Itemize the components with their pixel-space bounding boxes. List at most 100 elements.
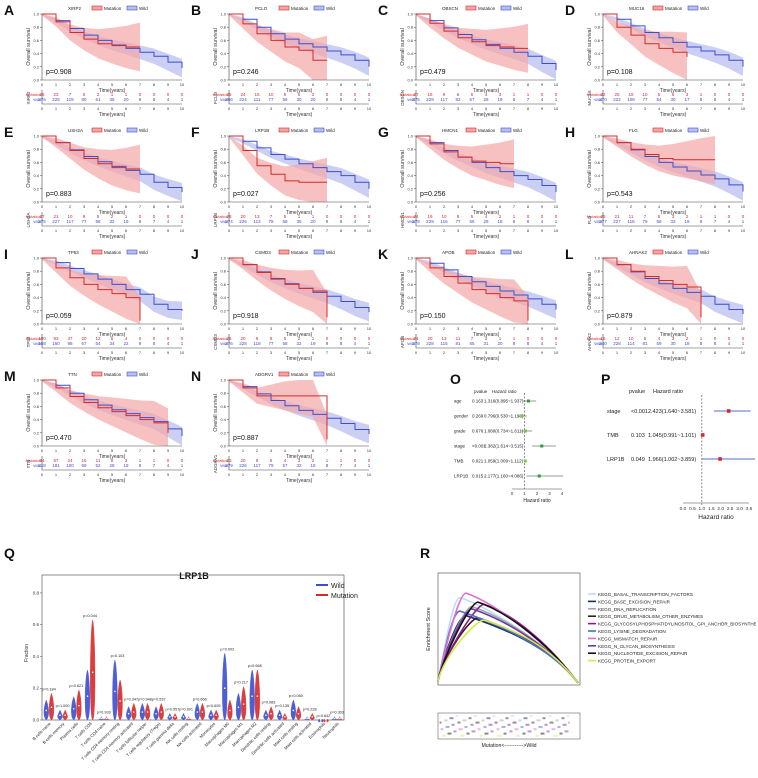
km-risk-x-tick-label: 2 — [443, 106, 446, 111]
violin-pvalue: p=0.002 — [220, 647, 234, 651]
km-risk-wild-count: 52 — [95, 463, 101, 468]
km-legend-wild-swatch — [313, 127, 325, 133]
km-y-tick-label: 0.2 — [220, 186, 226, 191]
km-y-tick-label: 0.6 — [33, 282, 39, 287]
km-x-tick-label: 0 — [602, 326, 605, 331]
km-risk-mut-count: 1 — [153, 458, 156, 463]
panel-label: C — [378, 2, 389, 18]
km-risk-wild-count: 1 — [368, 219, 371, 224]
km-risk-mut-count: 9 — [256, 336, 259, 341]
km-risk-x-tick-label: 6 — [686, 106, 689, 111]
km-risk-x-tick-label: 2 — [443, 350, 446, 355]
km-risk-x-tick-label: 10 — [554, 106, 559, 111]
km-risk-mut-count: 0 — [714, 92, 717, 97]
km-risk-mut-count: 5 — [97, 214, 100, 219]
km-risk-axes — [415, 212, 556, 227]
km-risk-wild-count: 181 — [52, 463, 60, 468]
panel-label: A — [4, 2, 15, 18]
gsea-curve — [437, 601, 579, 684]
km-risk-x-tick-label: 1 — [429, 228, 432, 233]
km-risk-wild-count: 56 — [469, 219, 475, 224]
km-y-tick-label: 0.2 — [33, 430, 39, 435]
km-legend-wild-swatch — [313, 371, 325, 377]
km-x-tick-label: 0 — [41, 82, 44, 87]
km-pvalue: p=0.108 — [607, 69, 633, 76]
km-risk-mut-count: 0 — [728, 336, 731, 341]
violin-wild-median — [196, 711, 199, 713]
km-legend-wild: Wild — [139, 128, 148, 133]
km-risk-x-tick-label: 9 — [541, 106, 544, 111]
km-risk-wild-count: 17 — [684, 97, 690, 102]
km-pvalue: p=0.543 — [607, 191, 633, 198]
km-risk-x-tick-label: 6 — [312, 106, 315, 111]
km-y-tick-label: 0.6 — [220, 404, 226, 409]
km-legend-mutation-swatch — [465, 249, 477, 255]
km-risk-x-tick-label: 2 — [256, 350, 259, 355]
km-risk-wild-count: 67 — [81, 341, 87, 346]
km-risk-wild-count: 117 — [253, 463, 261, 468]
km-risk-mut-count: 10 — [268, 92, 274, 97]
violin-wild — [249, 669, 255, 721]
km-risk-wild-count: 8 — [340, 341, 343, 346]
km-risk-x-tick-label: 6 — [312, 350, 315, 355]
km-x-tick-label: 7 — [326, 82, 329, 87]
km-x-tick-label: 9 — [354, 204, 357, 209]
violin-mutation-median — [160, 711, 163, 713]
km-y-label: Overall survival — [26, 28, 32, 66]
panel-label-q: Q — [4, 545, 15, 561]
km-y-tick-label: 0.8 — [594, 147, 600, 152]
km-legend-mutation: Mutation — [665, 6, 683, 11]
km-x-label: Time(years) — [660, 210, 687, 216]
km-x-tick-label: 3 — [270, 448, 273, 453]
forest-p-tick: 3.0 — [736, 506, 743, 512]
km-x-tick-label: 0 — [602, 204, 605, 209]
km-risk-x-tick-label: 6 — [312, 472, 315, 477]
km-risk-wild-count: 18 — [684, 341, 690, 346]
panel-label: J — [191, 246, 199, 262]
violin-mutation-median — [256, 695, 259, 697]
km-risk-mut-count: 0 — [181, 214, 184, 219]
km-x-label: Time(years) — [660, 88, 687, 94]
km-risk-wild-count: 9 — [326, 219, 329, 224]
km-risk-row-mutation: Mutation — [213, 92, 228, 97]
km-x-tick-label: 9 — [728, 204, 731, 209]
km-risk-x-tick-label: 0 — [41, 350, 44, 355]
km-risk-x-tick-label: 8 — [527, 350, 530, 355]
km-risk-mut-count: 0 — [139, 92, 142, 97]
km-risk-x-tick-label: 3 — [457, 106, 460, 111]
km-mutation-curve — [42, 379, 169, 433]
violin-pvalue: p=0.957 — [165, 707, 179, 711]
km-y-tick-label: 0.6 — [407, 282, 413, 287]
km-risk-axes — [602, 90, 743, 105]
km-risk-mut-count: 10 — [628, 336, 634, 341]
km-risk-x-tick-label: 5 — [298, 228, 301, 233]
km-risk-gene: USH2A — [26, 212, 31, 227]
km-risk-x-tick-label: 9 — [354, 106, 357, 111]
forest-p-tick: 0.5 — [689, 506, 696, 512]
violin-q-svg: LRP1B 0.0 0.2 0.4 0.6 0.8 Fraction Wild Mutation… — [24, 571, 358, 764]
km-mutation-ci-band — [229, 14, 327, 80]
km-legend-mutation: Mutation — [291, 6, 309, 11]
km-risk-wild-count: 61 — [95, 97, 101, 102]
km-risk-x-tick-label: 10 — [741, 350, 746, 355]
km-risk-wild-count: 77 — [268, 97, 274, 102]
km-risk-x-tick-label: 3 — [83, 350, 86, 355]
panel-label-o: O — [450, 371, 461, 387]
km-x-tick-label: 2 — [69, 82, 72, 87]
km-legend-wild: Wild — [513, 6, 522, 11]
km-risk-mut-count: 1 — [125, 214, 128, 219]
km-risk-wild-count: 1 — [368, 97, 371, 102]
km-risk-x-tick-label: 1 — [616, 228, 619, 233]
km-risk-x-tick-label: 9 — [728, 106, 731, 111]
km-x-tick-label: 2 — [256, 326, 259, 331]
km-y-tick-label: 1.0 — [33, 378, 39, 383]
km-risk-mut-count: 9 — [443, 92, 446, 97]
km-panel-obscn: C OBSCN Mutation Wild 0.0 0.2 0.4 0.6 0.8 1.0 0 1 2 3… — [378, 2, 563, 124]
forest-p-row-p: 0.103 — [631, 433, 645, 439]
km-x-tick-label: 1 — [242, 448, 245, 453]
violin-pvalue: p=0.668 — [248, 664, 262, 668]
km-mutation-curve — [42, 13, 140, 48]
km-x-tick-label: 1 — [242, 326, 245, 331]
km-x-tick-label: 8 — [714, 204, 717, 209]
